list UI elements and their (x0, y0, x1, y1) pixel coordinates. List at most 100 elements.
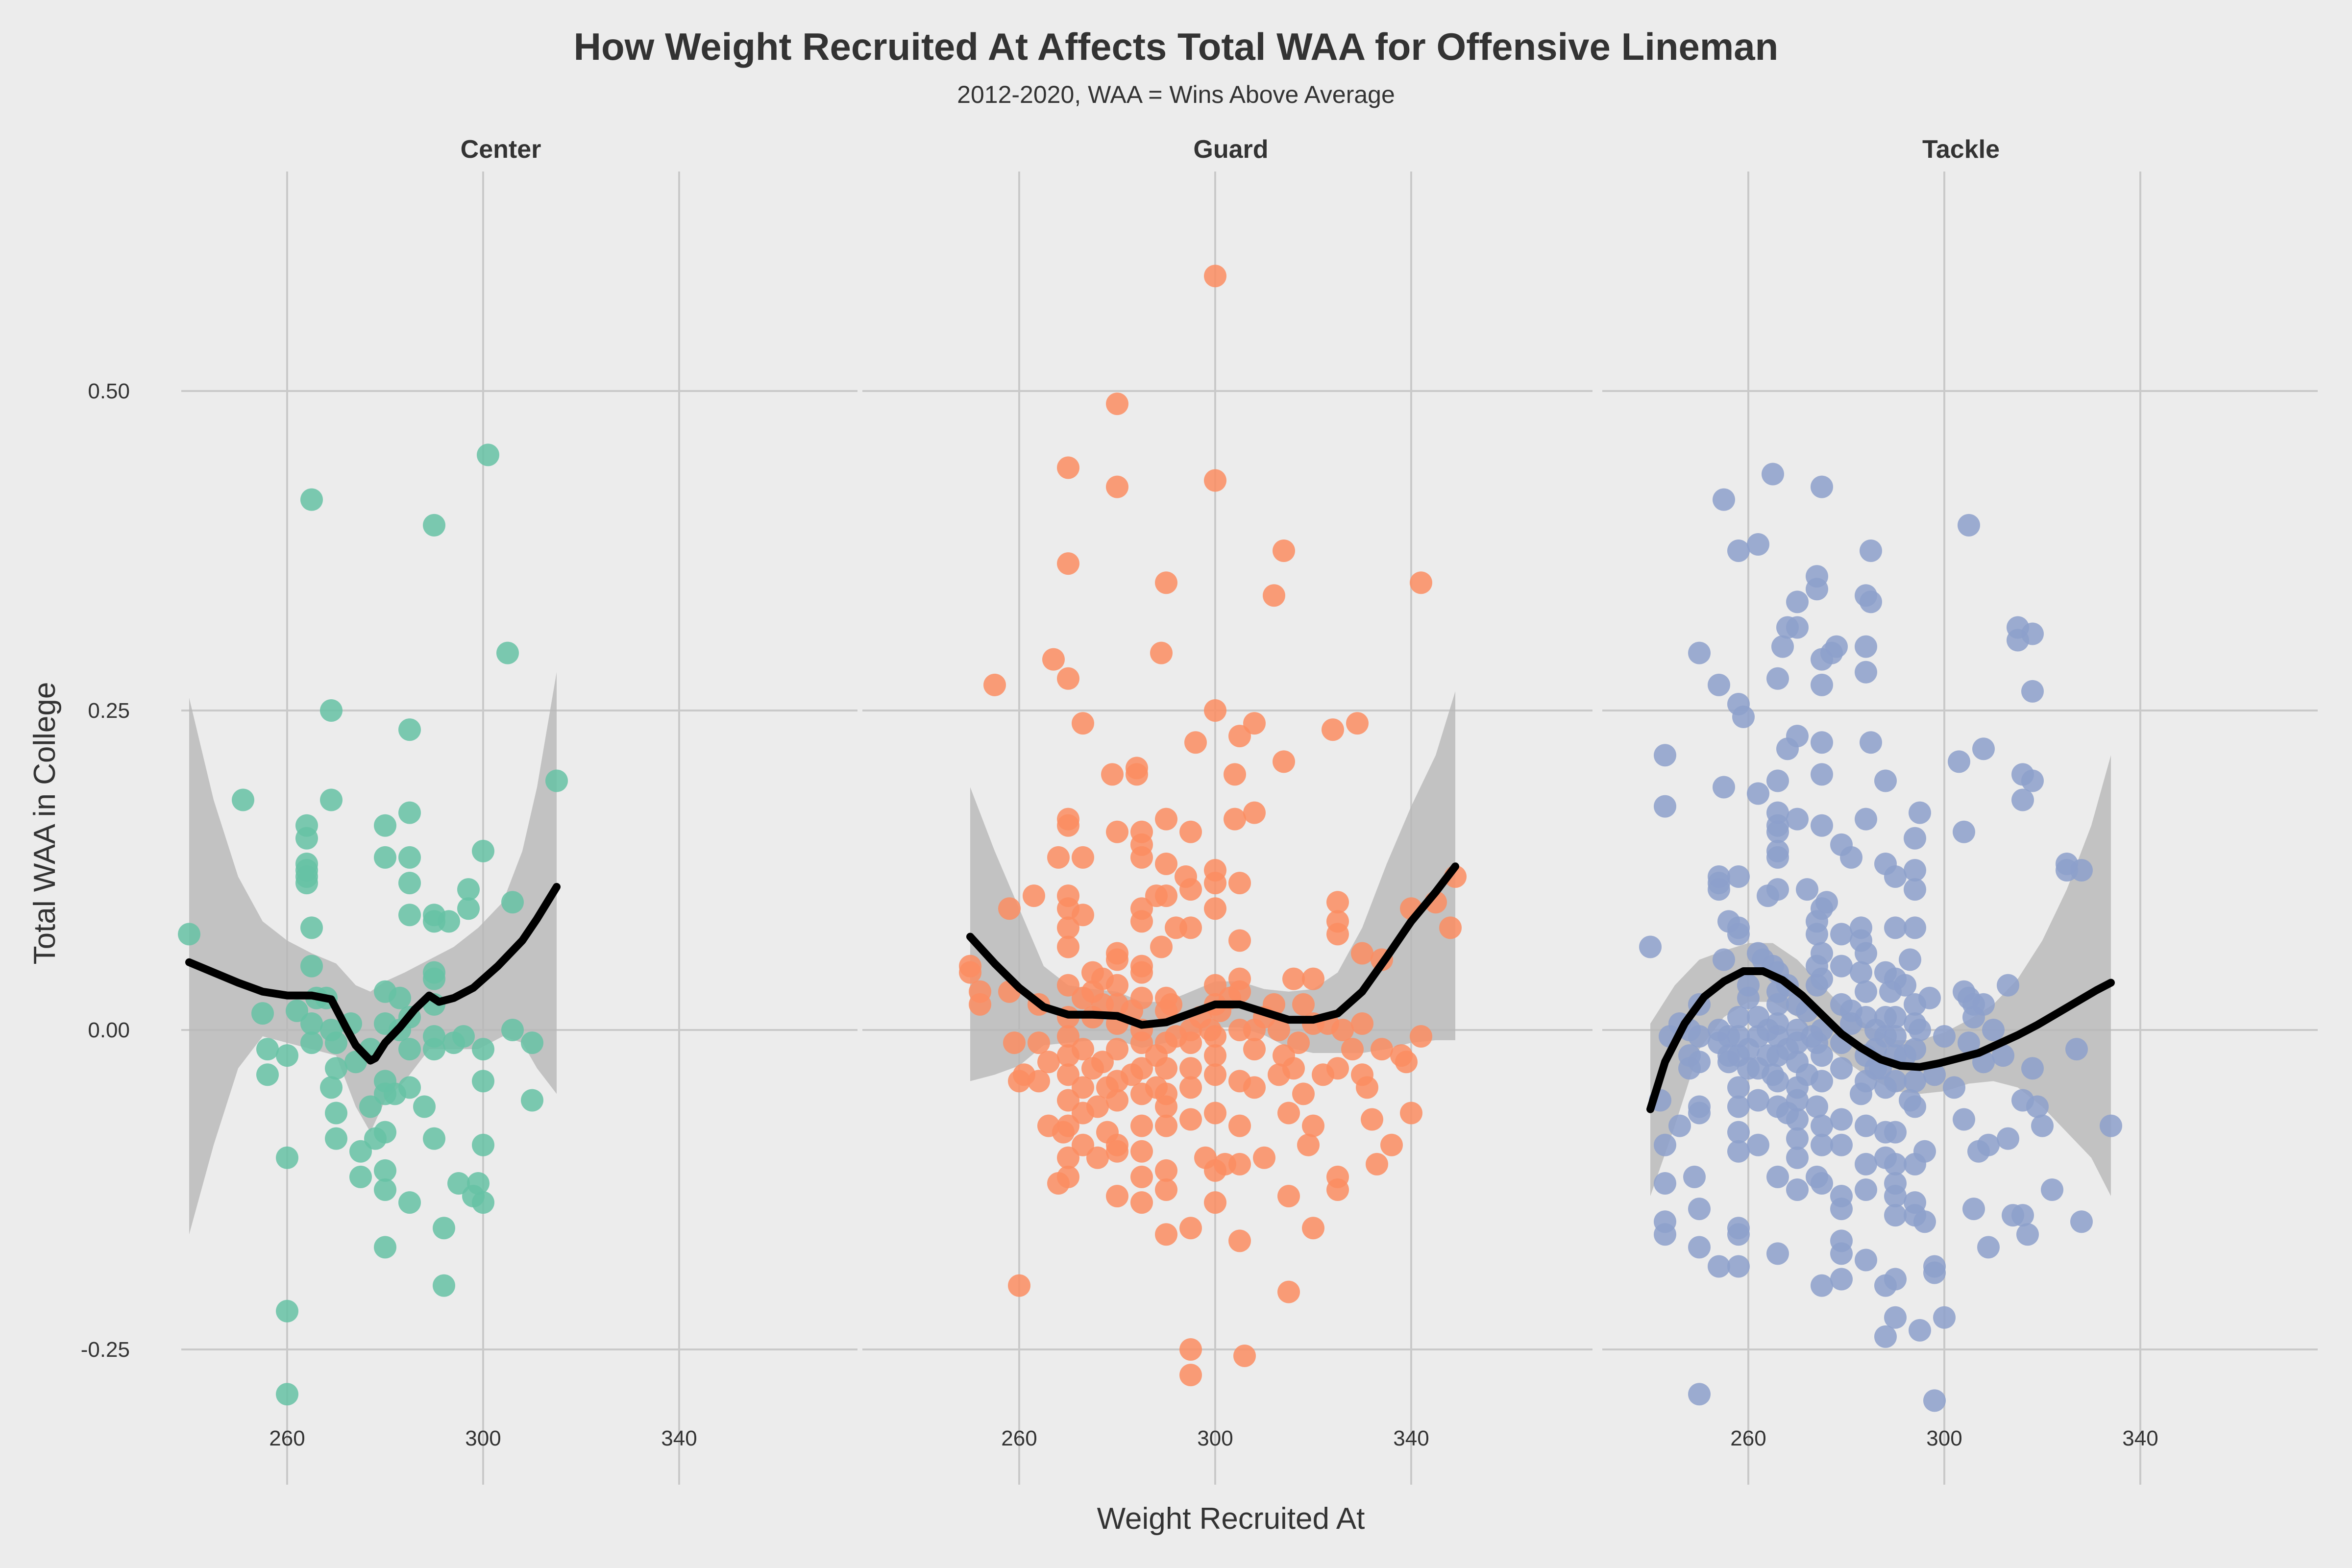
data-point (1855, 980, 1877, 1003)
data-point (1884, 1025, 1907, 1048)
data-point (1786, 808, 1809, 831)
data-point (1184, 731, 1207, 754)
data-point (2070, 859, 2093, 882)
data-point (1400, 1102, 1422, 1125)
data-point (457, 878, 480, 901)
data-point (349, 1165, 372, 1188)
data-point (433, 1274, 455, 1297)
data-point (2021, 622, 2044, 645)
data-point (1047, 846, 1070, 869)
y-axis: 0.50 0.25 0.00 -0.25 (81, 379, 130, 1362)
data-point (1811, 1133, 1833, 1156)
x-tick-label: 340 (2122, 1426, 2158, 1450)
data-point (251, 1002, 274, 1025)
data-point (998, 897, 1021, 920)
data-point (1884, 1005, 1907, 1029)
data-point (1713, 488, 1735, 511)
data-point (1786, 725, 1809, 748)
data-point (1150, 935, 1173, 958)
data-point (1855, 1114, 1877, 1137)
data-point (1130, 1165, 1153, 1188)
x-tick-label: 300 (1197, 1426, 1233, 1450)
data-point (1855, 942, 1877, 965)
data-point (2100, 1114, 2122, 1137)
data-point (276, 1146, 298, 1169)
data-point (1326, 1178, 1349, 1201)
data-point (1948, 750, 1970, 773)
data-point (1811, 673, 1833, 696)
data-point (1904, 1095, 1926, 1118)
data-point (447, 1172, 470, 1195)
data-point (1179, 878, 1202, 901)
data-point (1811, 1070, 1833, 1093)
data-point (1155, 1159, 1177, 1182)
data-point (1727, 865, 1750, 888)
data-point (1179, 1076, 1202, 1099)
data-point (496, 641, 519, 664)
data-point (1811, 1114, 1833, 1137)
data-point (295, 852, 318, 875)
data-point (472, 839, 494, 862)
data-point (1766, 993, 1789, 1016)
data-point (1840, 846, 1862, 869)
data-point (467, 1172, 490, 1195)
data-point (300, 1012, 323, 1035)
data-point (1037, 1051, 1060, 1074)
data-point (1072, 1038, 1094, 1061)
data-point (1830, 955, 1853, 978)
data-point (1909, 1019, 1931, 1041)
data-point (1179, 1057, 1202, 1080)
data-point (501, 1019, 524, 1041)
data-point (1072, 846, 1094, 869)
data-point (300, 955, 323, 978)
data-point (1057, 1025, 1079, 1048)
data-point (1057, 916, 1079, 939)
data-point (1302, 1217, 1324, 1240)
data-point (1708, 1255, 1730, 1278)
data-point (1292, 1082, 1315, 1105)
data-point (1811, 475, 1833, 498)
data-point (1003, 1031, 1026, 1054)
data-point (1830, 1133, 1853, 1156)
data-point (300, 916, 323, 939)
data-point (1688, 1236, 1711, 1259)
data-point (359, 1095, 382, 1118)
data-point (1356, 1076, 1378, 1099)
data-point (1277, 1102, 1300, 1125)
data-point (398, 1076, 421, 1099)
data-point (1830, 1242, 1853, 1265)
x-axis-title: Weight Recruited At (1097, 1502, 1365, 1536)
data-point (295, 872, 318, 895)
data-point (1786, 1089, 1809, 1112)
data-point (1850, 961, 1872, 984)
data-point (1874, 1325, 1897, 1348)
smooth-line (1646, 967, 2115, 1113)
data-point (1072, 1076, 1094, 1099)
data-point (1179, 1031, 1202, 1054)
data-point (1273, 539, 1295, 562)
data-point (374, 846, 396, 869)
data-point (1786, 1108, 1809, 1131)
data-point (1292, 993, 1315, 1016)
data-point (1023, 884, 1045, 907)
data-point (1091, 1051, 1114, 1074)
data-point (1884, 1306, 1907, 1329)
data-point (472, 1038, 494, 1061)
data-point (1786, 616, 1809, 639)
data-point (1953, 1108, 1975, 1131)
data-point (1179, 1217, 1202, 1240)
data-point (320, 1076, 343, 1099)
data-point (1811, 1044, 1833, 1067)
data-point (1727, 1005, 1750, 1029)
data-point (1884, 1185, 1907, 1208)
data-point (1766, 667, 1789, 690)
data-point (1351, 942, 1373, 965)
data-point (1708, 878, 1730, 901)
data-point (1204, 469, 1226, 492)
data-point (374, 1159, 396, 1182)
data-point (1766, 846, 1789, 869)
data-point (276, 1383, 298, 1406)
data-point (1072, 904, 1094, 927)
data-point (1057, 974, 1079, 997)
panel-guard: Guard (862, 135, 1592, 1485)
